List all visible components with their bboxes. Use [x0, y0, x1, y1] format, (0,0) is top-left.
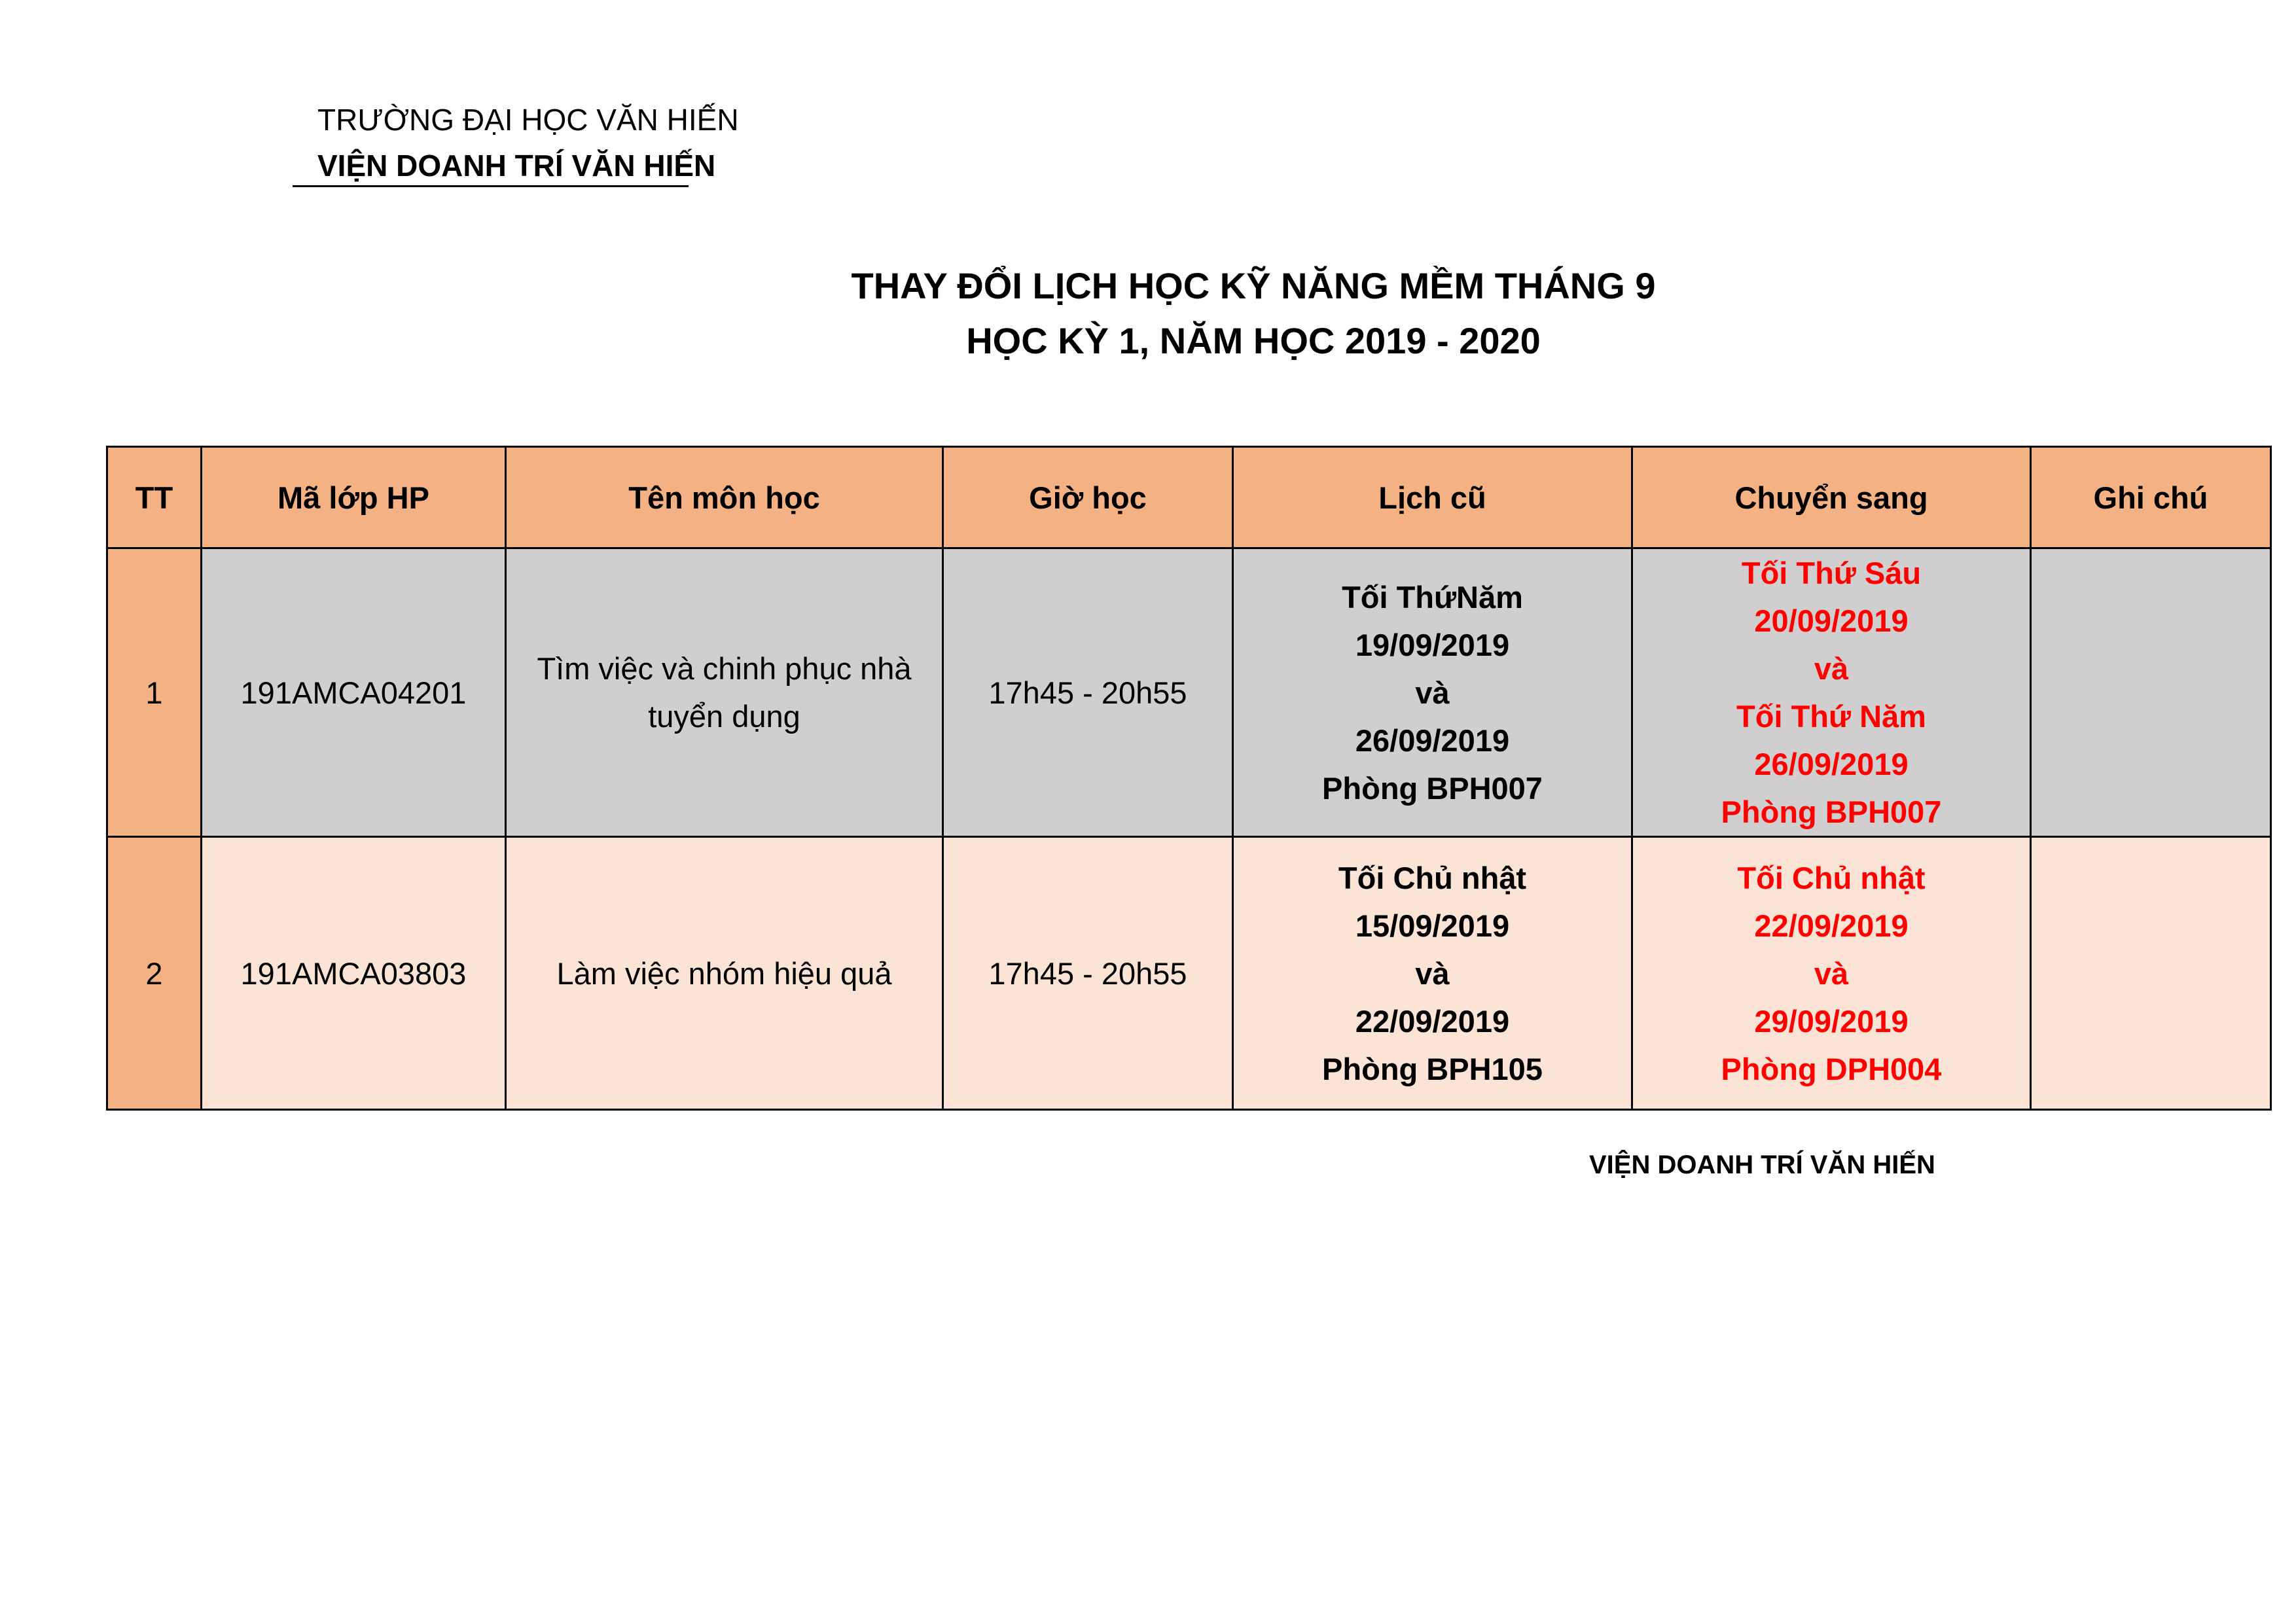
- old-line: Tối Chủ nhật: [1338, 860, 1527, 895]
- cell-tt: 2: [106, 836, 202, 1111]
- new-line: Phòng DPH004: [1721, 1051, 1942, 1086]
- cell-note: [2030, 547, 2272, 838]
- cell-time: 17h45 - 20h55: [942, 547, 1234, 838]
- old-line: 15/09/2019: [1355, 908, 1510, 943]
- col-header-subject: Tên môn học: [505, 446, 944, 549]
- new-line: và: [1814, 651, 1849, 686]
- new-line: 29/09/2019: [1754, 1003, 1909, 1039]
- cell-time: 17h45 - 20h55: [942, 836, 1234, 1111]
- table-header-row: TT Mã lớp HP Tên môn học Giờ học Lịch cũ…: [106, 446, 2272, 549]
- new-line: Phòng BPH007: [1721, 794, 1942, 829]
- col-header-old-schedule: Lịch cũ: [1232, 446, 1633, 549]
- schedule-table: TT Mã lớp HP Tên môn học Giờ học Lịch cũ…: [106, 446, 2272, 1111]
- cell-subject: Tìm việc và chinh phục nhà tuyển dụng: [505, 547, 944, 838]
- old-line: 22/09/2019: [1355, 1003, 1510, 1039]
- page-title: THAY ĐỔI LỊCH HỌC KỸ NĂNG MỀM THÁNG 9 HỌ…: [0, 259, 2296, 368]
- col-header-class-code: Mã lớp HP: [200, 446, 507, 549]
- cell-old-schedule: Tối ThứNăm 19/09/2019 và 26/09/2019 Phòn…: [1232, 547, 1633, 838]
- new-line: Tối Thứ Sáu: [1741, 556, 1922, 590]
- cell-new-schedule: Tối Chủ nhật 22/09/2019 và 29/09/2019 Ph…: [1631, 836, 2032, 1111]
- footer-signature: VIỆN DOANH TRÍ VĂN HIẾN: [1589, 1150, 1935, 1179]
- col-header-time: Giờ học: [942, 446, 1234, 549]
- cell-old-schedule: Tối Chủ nhật 15/09/2019 và 22/09/2019 Ph…: [1232, 836, 1633, 1111]
- new-line: và: [1814, 955, 1849, 991]
- col-header-tt: TT: [106, 446, 202, 549]
- new-line: Tối Thứ Năm: [1736, 699, 1926, 734]
- title-line-2: HỌC KỲ 1, NĂM HỌC 2019 - 2020: [966, 320, 1541, 361]
- cell-tt: 1: [106, 547, 202, 838]
- table-row: 2 191AMCA03803 Làm việc nhóm hiệu quả 17…: [106, 836, 2272, 1111]
- cell-subject: Làm việc nhóm hiệu quả: [505, 836, 944, 1111]
- new-line: 26/09/2019: [1754, 747, 1909, 781]
- org-header: TRƯỜNG ĐẠI HỌC VĂN HIẾN VIỆN DOANH TRÍ V…: [317, 97, 739, 188]
- cell-new-schedule: Tối Thứ Sáu 20/09/2019 và Tối Thứ Năm 26…: [1631, 547, 2032, 838]
- old-line: Phòng BPH105: [1322, 1051, 1543, 1086]
- table-row: 1 191AMCA04201 Tìm việc và chinh phục nh…: [106, 547, 2272, 838]
- new-line: 22/09/2019: [1754, 908, 1909, 943]
- cell-note: [2030, 836, 2272, 1111]
- old-line: và: [1415, 675, 1450, 710]
- new-line: 20/09/2019: [1754, 603, 1909, 638]
- university-name: TRƯỜNG ĐẠI HỌC VĂN HIẾN: [317, 103, 739, 137]
- institute-name: VIỆN DOANH TRÍ VĂN HIẾN: [317, 149, 716, 183]
- subject-text: Tìm việc và chinh phục nhà tuyển dụng: [537, 651, 912, 734]
- cell-class-code: 191AMCA03803: [200, 836, 507, 1111]
- cell-class-code: 191AMCA04201: [200, 547, 507, 838]
- header-underline: [293, 185, 689, 187]
- new-line: Tối Chủ nhật: [1737, 860, 1926, 895]
- old-line: và: [1415, 955, 1450, 991]
- old-line: 26/09/2019: [1355, 722, 1510, 758]
- old-line: Tối ThứNăm: [1342, 579, 1523, 615]
- title-line-1: THAY ĐỔI LỊCH HỌC KỸ NĂNG MỀM THÁNG 9: [851, 265, 1656, 306]
- old-line: Phòng BPH007: [1322, 770, 1543, 806]
- old-line: 19/09/2019: [1355, 627, 1510, 662]
- col-header-new-schedule: Chuyển sang: [1631, 446, 2032, 549]
- col-header-note: Ghi chú: [2030, 446, 2272, 549]
